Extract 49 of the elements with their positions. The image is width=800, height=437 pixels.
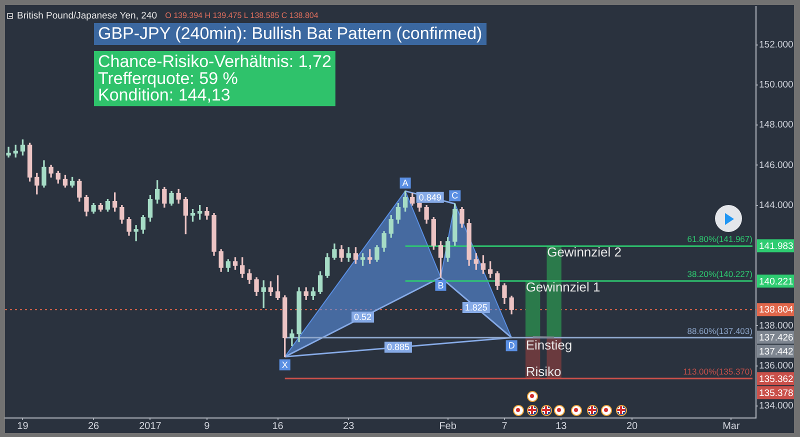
- x-tick-label: 13: [556, 420, 568, 432]
- y-tick-label: 152.000: [759, 39, 794, 50]
- annotation: 135.362: [759, 374, 794, 385]
- series-label: 61.80%(141.967): [687, 234, 753, 244]
- x-tick-label: Mar: [722, 420, 740, 432]
- data-label: D: [508, 340, 516, 351]
- x-tick-label: Feb: [439, 420, 457, 432]
- annotation: Chance-Risiko-Verhältnis: 1,72: [98, 52, 332, 72]
- y-tick-label: 144.000: [759, 200, 794, 211]
- data-label: A: [402, 178, 408, 188]
- x-tick-label: 26: [88, 420, 100, 432]
- x-tick-label: 19: [17, 420, 29, 432]
- series-label: Risiko: [526, 364, 562, 379]
- x-tick-label: 9: [204, 420, 210, 432]
- annotation: Trefferquote: 59 %: [98, 68, 238, 88]
- annotation: 137.426: [759, 332, 794, 344]
- text: 135.378: [759, 388, 794, 399]
- series-label: 1.825: [464, 302, 488, 313]
- ref-line-label: 138.804: [759, 304, 794, 316]
- x-tick-label: 2017: [139, 420, 162, 432]
- chart-subtitle: British Pound/Japanese Yen, 240: [17, 10, 157, 22]
- y-tick-label: 136.000: [759, 360, 794, 372]
- series-label: Gewinnziel 2: [547, 244, 622, 260]
- y-tick-label: 148.000: [759, 120, 794, 131]
- data-label: B: [438, 280, 444, 290]
- y-tick-label: 134.000: [759, 400, 794, 412]
- y-tick-label: 150.000: [759, 80, 794, 91]
- series-label: Einstieg: [526, 337, 572, 352]
- series-label: 88.60%(137.403): [687, 326, 753, 336]
- x-tick-label: 16: [272, 420, 284, 432]
- text: 137.442: [759, 346, 794, 358]
- x-tick-label: 7: [502, 420, 508, 432]
- data-label: X: [282, 360, 288, 370]
- series-label: 38.20%(140.227): [687, 269, 753, 280]
- series-label: 113.00%(135.370): [683, 366, 753, 377]
- annotation: 140.221: [759, 276, 794, 288]
- annotation: O 139.394 H 139.475 L 138.585 C 138.804: [165, 11, 319, 20]
- series-label: Gewinnziel 1: [526, 280, 600, 295]
- series-label: 0.885: [386, 342, 410, 352]
- x-tick-label: 20: [626, 420, 638, 432]
- text: GBP-JPY (240min): Bullish Bat Pattern (confirmed): [98, 24, 482, 44]
- series-label: 0.52: [354, 312, 372, 322]
- y-tick-label: 138.000: [759, 320, 794, 332]
- annotation: Kondition: 144,13: [98, 86, 230, 105]
- x-tick-label: 23: [343, 420, 355, 432]
- data-label: C: [452, 190, 459, 201]
- series-label: 0.849: [418, 192, 442, 202]
- y-tick-label: 146.000: [759, 160, 794, 171]
- annotation: 141.983: [759, 240, 794, 252]
